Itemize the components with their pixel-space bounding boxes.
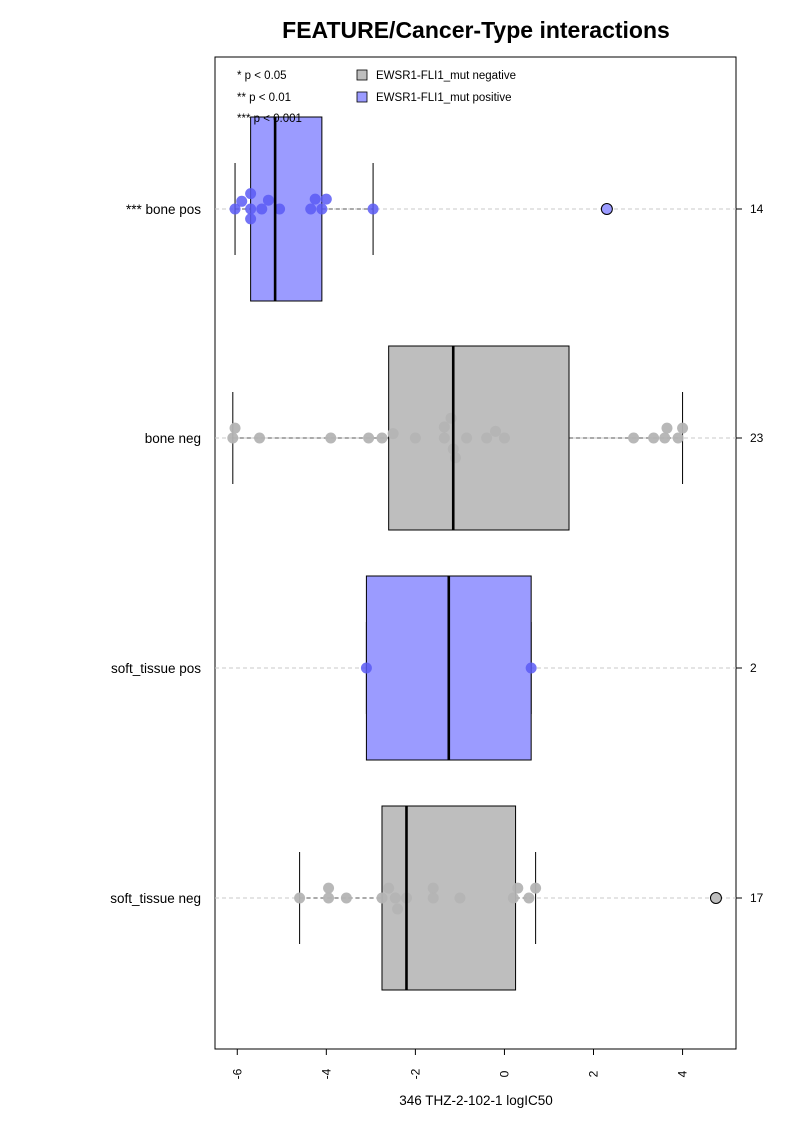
data-point — [409, 432, 421, 444]
data-point — [438, 421, 450, 433]
chart-title: FEATURE/Cancer-Type interactions — [282, 17, 670, 43]
data-point — [525, 662, 537, 674]
box-group — [360, 575, 537, 761]
x-tick-label: -6 — [230, 1068, 244, 1079]
data-point — [512, 882, 524, 894]
gridlines — [215, 208, 736, 899]
data-point — [387, 428, 399, 440]
sig-legend-2: ** p < 0.01 — [237, 92, 291, 104]
legend-swatch-negative — [356, 69, 368, 81]
count-label: 23 — [750, 431, 764, 445]
data-point — [677, 422, 689, 434]
count-label: 2 — [750, 661, 757, 675]
data-point — [320, 193, 332, 205]
box-group — [227, 345, 689, 531]
data-point — [427, 882, 439, 894]
data-point — [305, 203, 317, 215]
data-point — [383, 882, 395, 894]
data-point — [323, 892, 335, 904]
x-tick-label: -2 — [408, 1068, 422, 1079]
x-tick-label: 2 — [587, 1070, 601, 1077]
outlier-point — [709, 892, 722, 904]
data-point — [376, 892, 388, 904]
sig-legend-3: *** p < 0.001 — [237, 113, 302, 125]
data-point — [530, 882, 542, 894]
data-point — [672, 432, 684, 444]
x-axis-title: 346 THZ-2-102-1 logIC50 — [399, 1093, 553, 1108]
data-point — [316, 203, 328, 215]
data-point — [461, 432, 473, 444]
box-group — [229, 116, 613, 302]
data-point — [507, 892, 519, 904]
legend-label-positive: EWSR1-FLI1_mut positive — [376, 92, 512, 104]
data-point — [274, 203, 286, 215]
data-point — [254, 432, 266, 444]
data-point — [262, 194, 274, 206]
data-point — [628, 432, 640, 444]
box — [388, 345, 570, 531]
color-legend: EWSR1-FLI1_mut negative EWSR1-FLI1_mut p… — [356, 69, 516, 104]
data-point — [340, 892, 352, 904]
data-point — [659, 432, 671, 444]
data-point — [229, 422, 241, 434]
count-label: 17 — [750, 891, 764, 905]
data-point — [427, 892, 439, 904]
data-point — [481, 432, 493, 444]
data-point — [323, 882, 335, 894]
data-point — [445, 412, 457, 424]
data-point — [236, 195, 248, 207]
outlier-point — [600, 203, 613, 215]
data-point — [309, 193, 321, 205]
data-point — [245, 203, 257, 215]
data-point — [325, 432, 337, 444]
data-point — [392, 903, 404, 915]
count-label: 14 — [750, 202, 764, 216]
data-point — [363, 432, 375, 444]
data-point — [490, 425, 502, 437]
x-axis: -6 -4 -2 0 2 4 — [230, 1048, 690, 1079]
data-point — [245, 213, 257, 225]
significance-legend: * p < 0.05 ** p < 0.01 *** p < 0.001 — [237, 70, 302, 125]
data-point — [661, 422, 673, 434]
x-tick-label: 4 — [676, 1070, 690, 1077]
data-point — [498, 432, 510, 444]
category-label: *** bone pos — [126, 202, 201, 217]
data-point — [256, 203, 268, 215]
data-point — [389, 892, 401, 904]
data-point — [294, 892, 306, 904]
data-point — [648, 432, 660, 444]
legend-label-negative: EWSR1-FLI1_mut negative — [376, 70, 516, 82]
data-point — [438, 432, 450, 444]
data-point — [227, 432, 239, 444]
data-point — [376, 432, 388, 444]
data-point — [449, 452, 461, 464]
data-point — [229, 203, 241, 215]
data-point — [367, 203, 379, 215]
x-tick-label: 0 — [497, 1070, 511, 1077]
data-point — [454, 892, 466, 904]
data-point — [245, 188, 257, 200]
category-label: soft_tissue pos — [111, 661, 201, 676]
sig-legend-1: * p < 0.05 — [237, 70, 287, 82]
x-tick-label: -4 — [319, 1068, 333, 1079]
category-label: bone neg — [145, 431, 201, 446]
data-point — [523, 892, 535, 904]
box-groups — [227, 116, 722, 991]
category-label: soft_tissue neg — [110, 891, 201, 906]
box-group — [294, 805, 722, 991]
legend-swatch-positive — [356, 91, 368, 103]
data-point — [360, 662, 372, 674]
